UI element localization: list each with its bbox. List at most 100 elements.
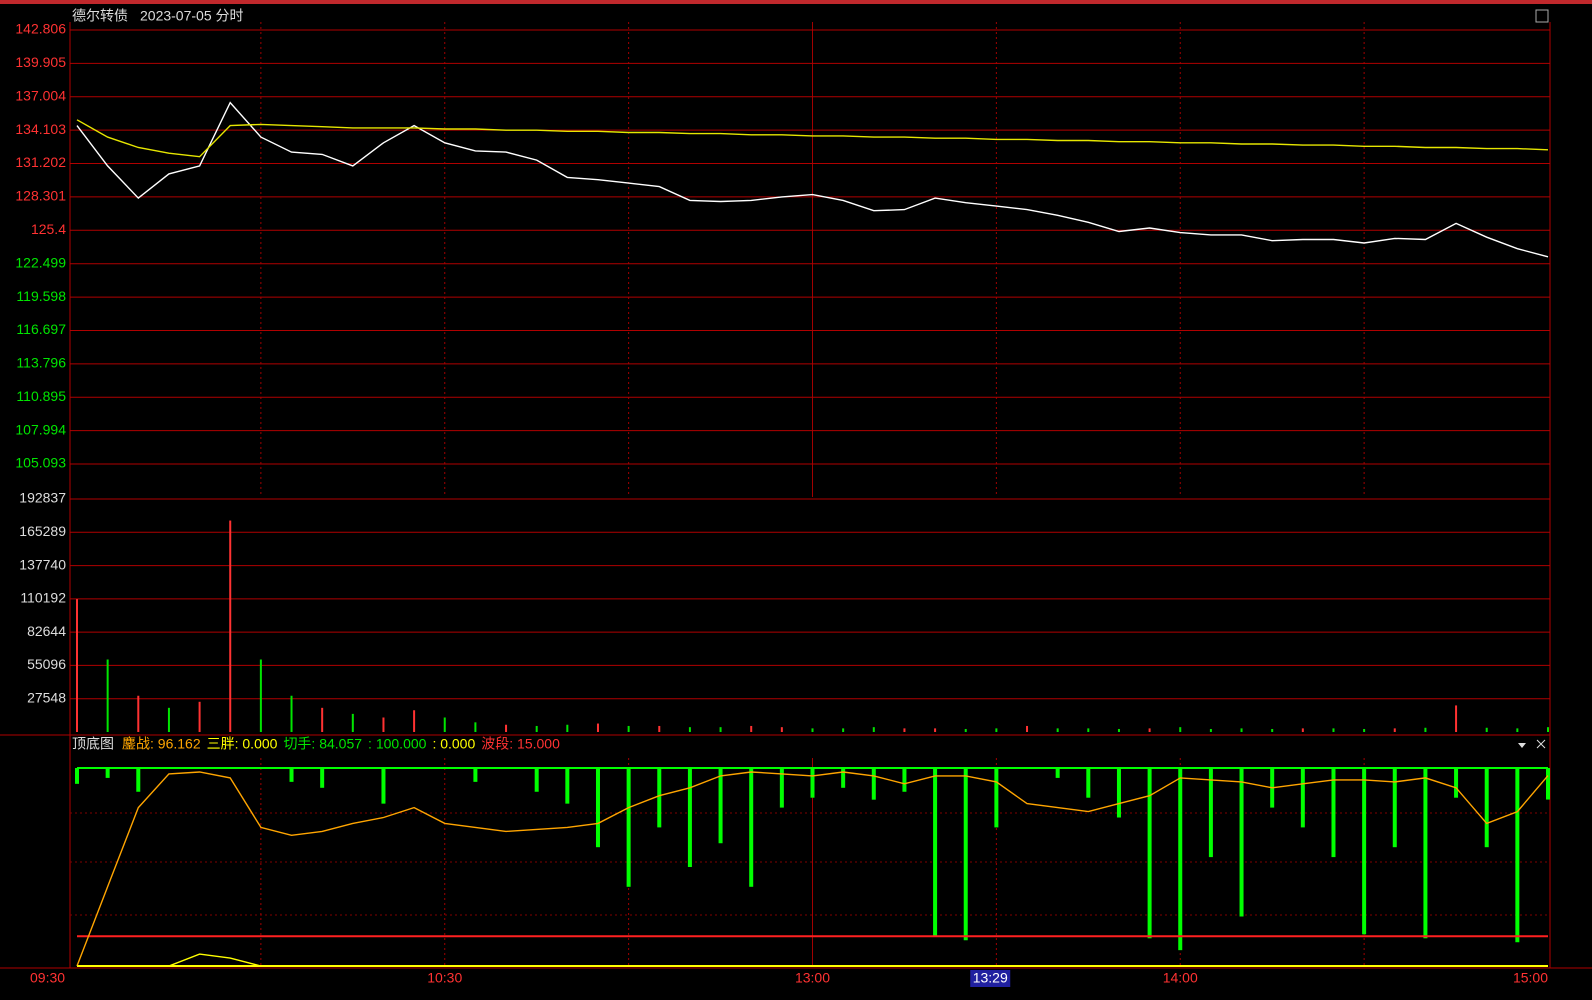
indicator-bar: [1147, 768, 1152, 939]
y-tick-label: 110.895: [16, 388, 66, 404]
volume-bar: [627, 725, 630, 732]
x-tick-label: 14:00: [1163, 970, 1198, 986]
volume-bar: [872, 727, 875, 732]
indicator-bar: [1331, 768, 1336, 858]
volume-bar: [1087, 728, 1090, 732]
y-tick-label: 27548: [27, 689, 66, 705]
series-line: [76, 119, 1549, 158]
x-tick-label: 13:00: [795, 970, 830, 986]
indicator-bar: [963, 768, 968, 941]
indicator-bar: [933, 768, 938, 937]
y-tick-label: 113.796: [16, 355, 66, 371]
indicator-bar: [994, 768, 999, 828]
volume-bar: [321, 707, 324, 732]
volume-bar: [964, 728, 967, 732]
indicator-bar: [1239, 768, 1244, 917]
volume-bar: [1179, 727, 1182, 732]
panel-toggle[interactable]: [1535, 9, 1549, 23]
security-name: 德尔转债: [72, 8, 128, 24]
y-tick-label: 137740: [19, 556, 66, 572]
volume-bar: [382, 717, 385, 732]
volume-bar: [1301, 728, 1304, 732]
volume-bar: [658, 725, 661, 732]
series-line: [77, 953, 1548, 967]
volume-bar: [1455, 705, 1458, 732]
indicator-bar: [1454, 768, 1459, 798]
legend-entry: : 0.000: [432, 736, 475, 752]
volume-bar: [535, 725, 538, 732]
volume-bar: [1056, 728, 1059, 732]
indicator-bar: [473, 768, 478, 782]
volume-bar: [1547, 727, 1549, 732]
volume-bar: [1332, 728, 1335, 732]
indicator-bar: [718, 768, 723, 844]
legend-entry: 三胖: 0.000: [207, 736, 278, 752]
volume-bar: [1148, 728, 1151, 732]
indicator-bar: [1208, 768, 1213, 858]
indicator-bar: [1086, 768, 1091, 798]
indicator-bar: [687, 768, 692, 867]
cursor-box: [970, 970, 1011, 987]
volume-bar: [1026, 725, 1029, 732]
legend-entry: 切手: 84.057: [283, 736, 362, 752]
indicator-bar: [1515, 768, 1520, 943]
volume-bar: [688, 727, 691, 732]
y-tick-label: 128.301: [15, 188, 66, 204]
indicator-bar: [841, 768, 846, 788]
volume-bar: [1240, 728, 1243, 732]
volume-bar: [106, 659, 109, 732]
y-tick-label: 139.905: [15, 54, 66, 70]
volume-bar: [596, 723, 599, 732]
legend-entry: : 100.000: [368, 736, 427, 752]
indicator-bar: [75, 768, 79, 784]
indicator-bar: [1300, 768, 1305, 828]
volume-bar: [780, 727, 783, 732]
volume-bar: [443, 717, 446, 732]
chart-date: 2023-07-05 分时: [140, 8, 244, 24]
indicator-bar: [1484, 768, 1489, 848]
volume-bar: [167, 707, 170, 732]
volume-bar: [934, 728, 937, 732]
indicator-bar: [902, 768, 907, 792]
indicator-bar: [595, 768, 600, 848]
volume-bar: [811, 728, 814, 732]
indicator-bar: [1392, 768, 1397, 848]
volume-bar: [1271, 728, 1274, 732]
volume-bar: [750, 725, 753, 732]
indicator-bar: [1055, 768, 1060, 778]
y-tick-label: 122.499: [15, 254, 66, 270]
volume-bar: [1117, 728, 1120, 732]
volume-bar: [995, 728, 998, 732]
y-tick-label: 105.093: [15, 455, 66, 471]
indicator-bar: [1362, 768, 1367, 935]
y-tick-label: 119.598: [16, 288, 66, 304]
indicator-title: 顶底图: [72, 736, 114, 752]
indicator-bar: [1178, 768, 1183, 951]
close-icon[interactable]: [1536, 739, 1546, 749]
y-tick-label: 192837: [19, 490, 66, 506]
y-tick-label: 110192: [20, 590, 66, 606]
volume-bar: [842, 728, 845, 732]
indicator-bar: [657, 768, 662, 828]
y-tick-label: 55096: [27, 656, 66, 672]
y-tick-label: 82644: [27, 623, 66, 639]
indicator-bar: [1116, 768, 1121, 818]
volume-bar: [1363, 728, 1366, 732]
indicator-bar: [381, 768, 386, 804]
y-tick-label: 125.4: [31, 221, 66, 237]
volume-bar: [474, 722, 477, 732]
volume-bar: [1424, 727, 1427, 732]
dropdown-icon[interactable]: [1518, 743, 1526, 748]
volume-bar: [413, 710, 416, 732]
volume-bar: [290, 695, 293, 732]
volume-bar: [198, 701, 201, 732]
indicator-bar: [779, 768, 784, 808]
y-tick-label: 137.004: [15, 87, 66, 103]
indicator-bar: [1423, 768, 1428, 939]
indicator-bar: [136, 768, 141, 792]
volume-bar: [76, 599, 78, 732]
indicator-bar: [534, 768, 539, 792]
